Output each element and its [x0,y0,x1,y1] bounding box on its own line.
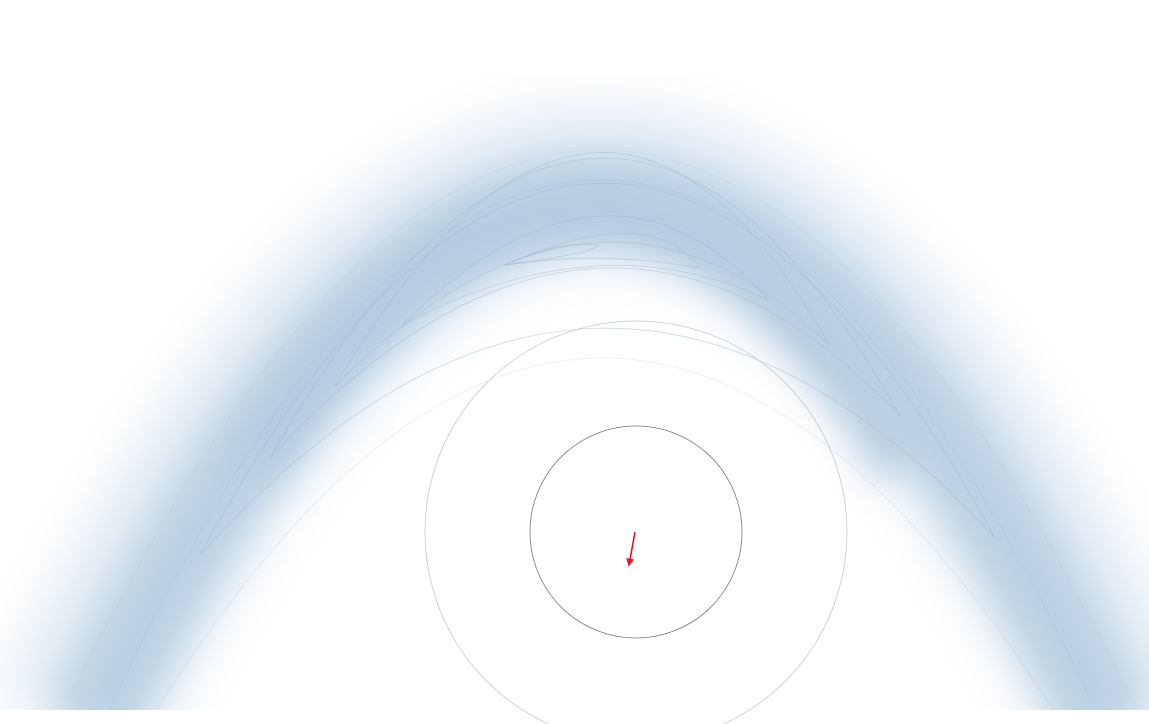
contour [199,182,996,556]
contour [109,179,1096,710]
density-layer [2,110,1149,710]
contour [401,215,769,326]
contours [64,149,1136,710]
inner-circle [529,425,743,639]
contour [269,157,901,459]
contour [504,232,701,269]
contour [64,149,1136,710]
outer-circle [424,320,848,724]
density-peak [229,185,922,484]
contour [504,243,599,266]
direction-arrow [626,531,636,567]
contour [155,357,1054,710]
